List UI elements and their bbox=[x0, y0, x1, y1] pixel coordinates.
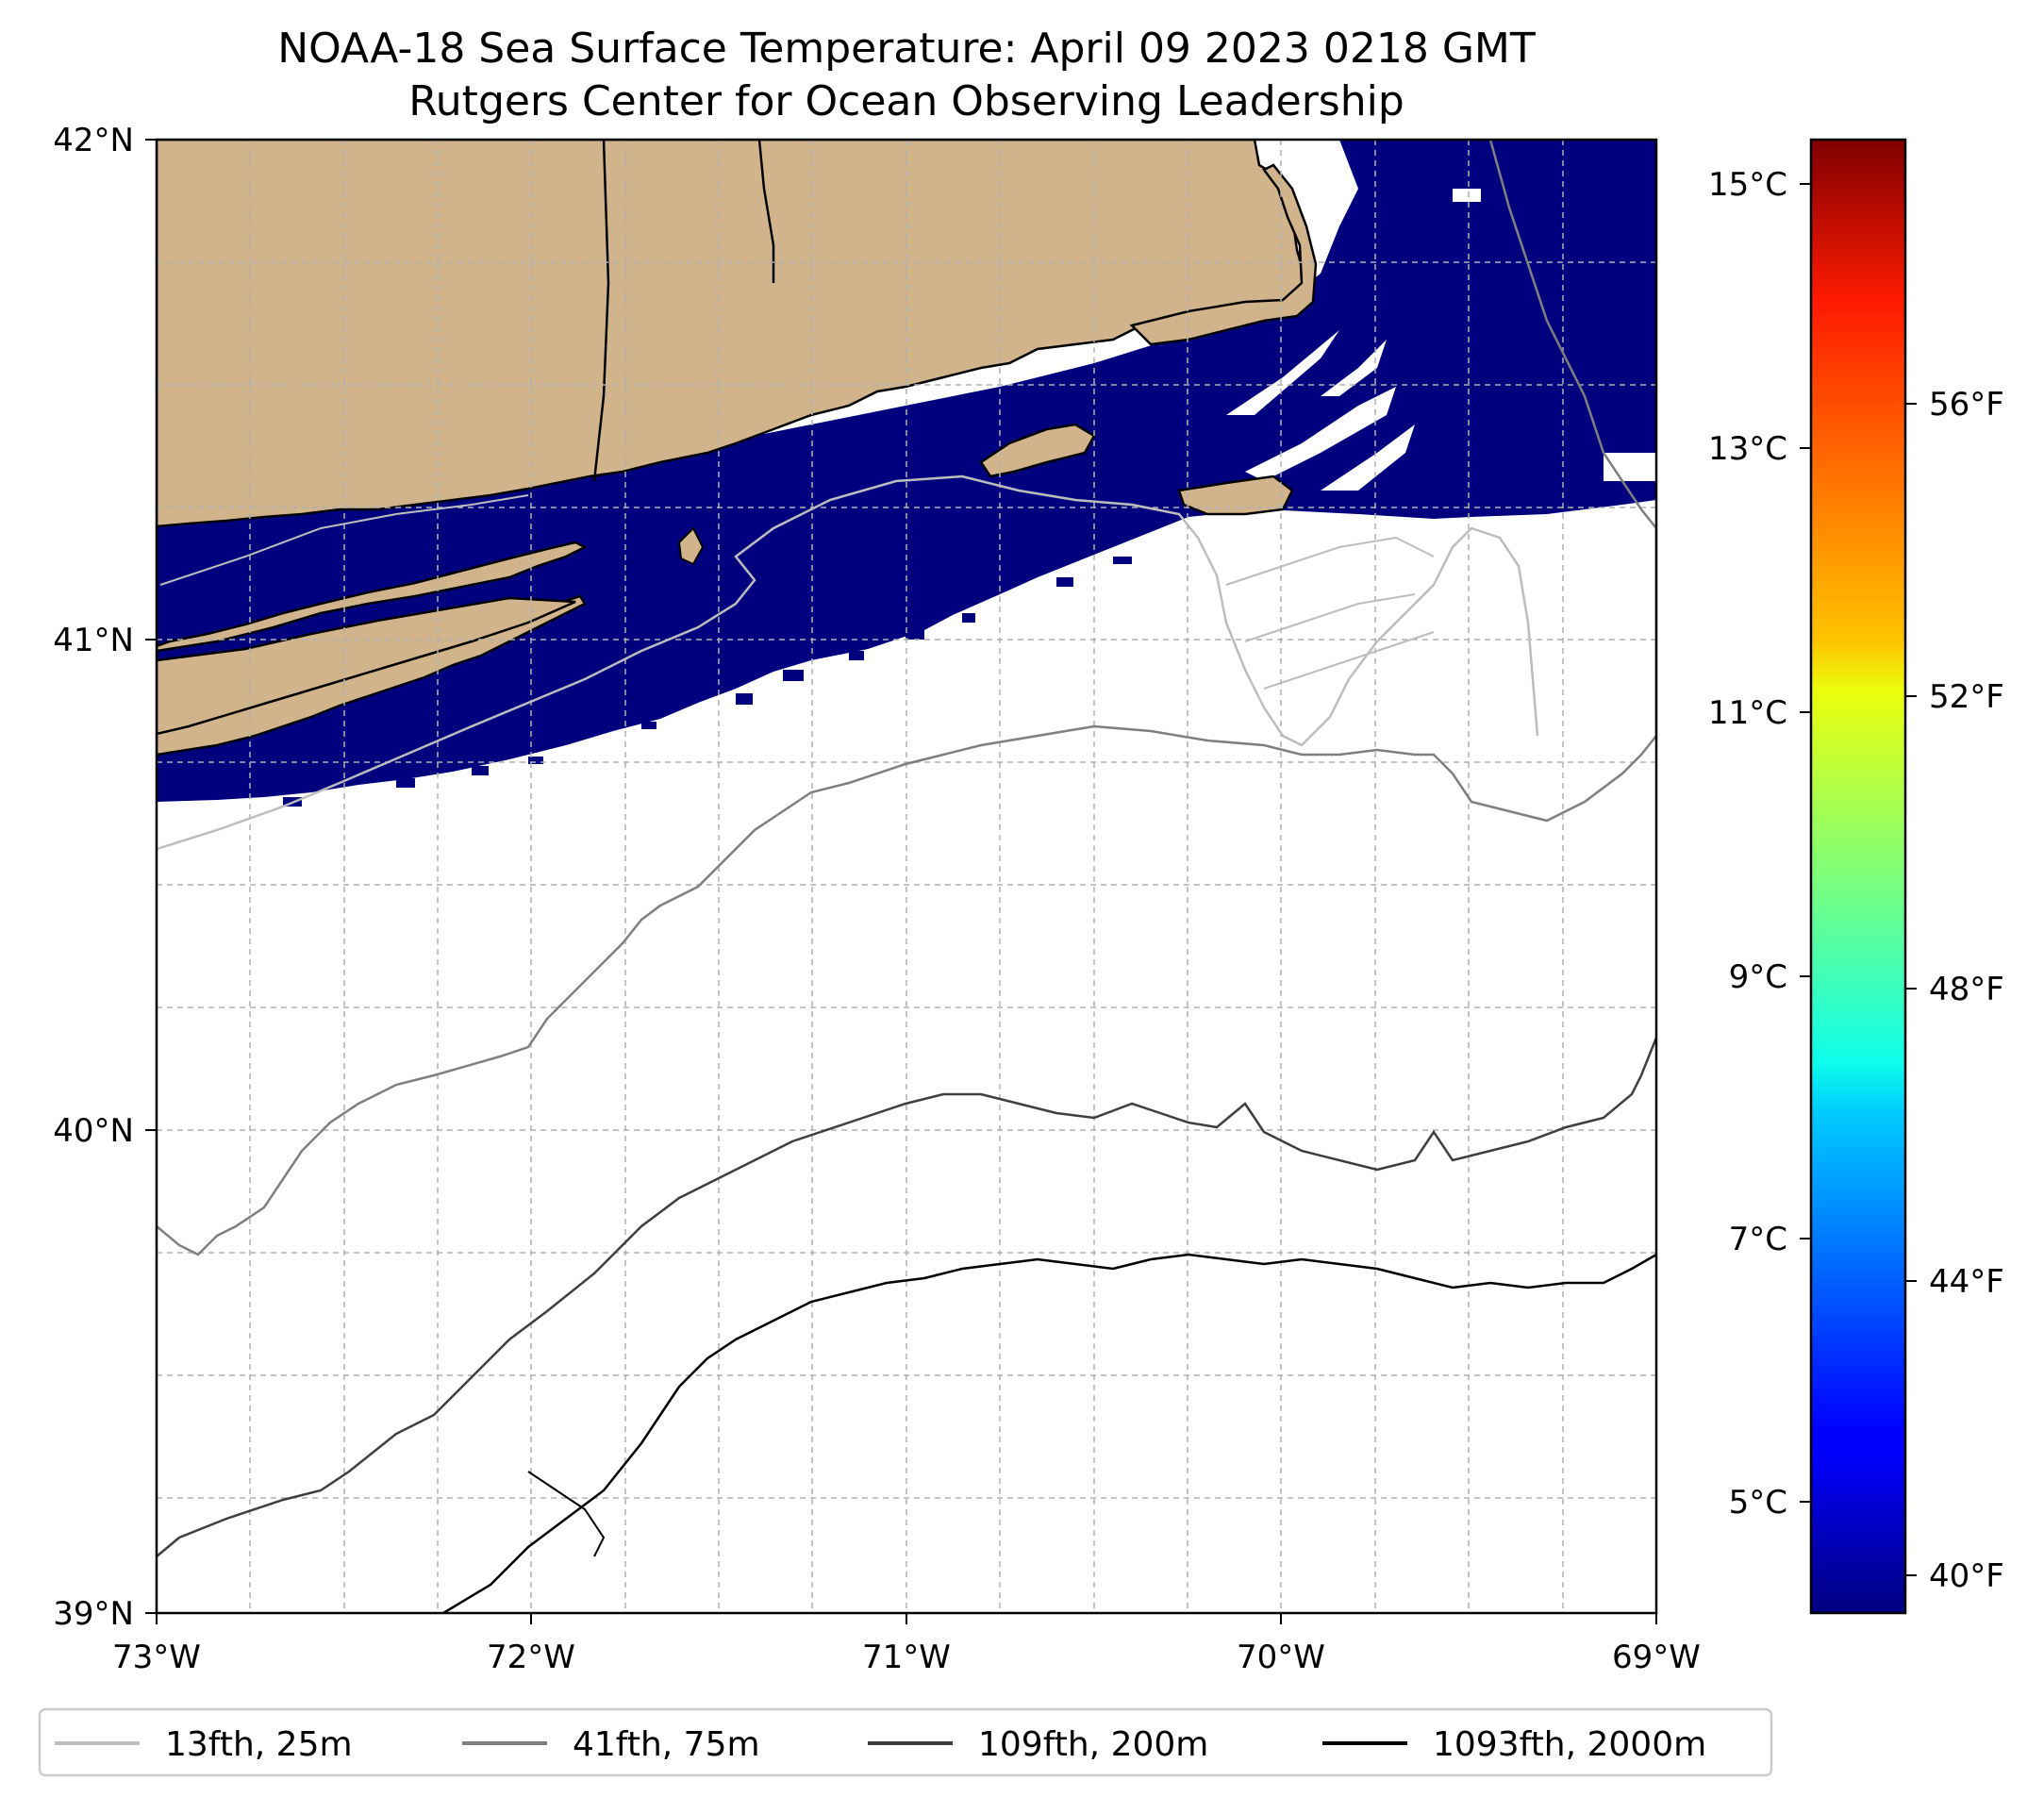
contour-75m bbox=[157, 140, 1656, 1256]
lon-tick-71w: 71°W bbox=[862, 1639, 951, 1676]
cbar-c-7: 7°C bbox=[1729, 1221, 1787, 1258]
land-cape-cod bbox=[1129, 163, 1318, 346]
lat-tick-41n: 41°N bbox=[53, 622, 134, 659]
cbar-c-11: 11°C bbox=[1708, 694, 1787, 732]
legend-label-2000m: 1093fth, 2000m bbox=[1433, 1725, 1706, 1764]
cbar-c-5: 5°C bbox=[1729, 1484, 1787, 1522]
legend: 13fth, 25m 41fth, 75m 109fth, 200m 1093f… bbox=[38, 1707, 1773, 1777]
cbar-c-9: 9°C bbox=[1729, 958, 1787, 996]
gridlines bbox=[157, 140, 1656, 1613]
title-line-2: Rutgers Center for Ocean Observing Leade… bbox=[408, 77, 1404, 125]
colorbar bbox=[1809, 138, 1907, 1615]
axis-tick-marks bbox=[145, 139, 1657, 1624]
lat-tick-42n: 42°N bbox=[53, 122, 134, 159]
lon-tick-69w: 69°W bbox=[1612, 1639, 1701, 1676]
lon-tick-70w: 70°W bbox=[1237, 1639, 1325, 1676]
land-marthas-vineyard bbox=[979, 423, 1096, 478]
legend-label-200m: 109fth, 200m bbox=[978, 1725, 1208, 1764]
cbar-f-44: 44°F bbox=[1929, 1263, 2004, 1301]
land-nantucket bbox=[1177, 474, 1294, 516]
title-line-1: NOAA-18 Sea Surface Temperature: April 0… bbox=[277, 25, 1536, 73]
lat-tick-40n: 40°N bbox=[53, 1112, 134, 1150]
cbar-f-52: 52°F bbox=[1929, 678, 2004, 716]
map-area bbox=[157, 140, 1656, 1613]
contour-2000m-canyon bbox=[527, 1471, 606, 1557]
cbar-c-13: 13°C bbox=[1708, 430, 1787, 468]
lon-tick-72w: 72°W bbox=[487, 1639, 575, 1676]
land-block-island bbox=[677, 526, 705, 566]
contour-25m-inner bbox=[159, 494, 1435, 690]
legend-label-25m: 13fth, 25m bbox=[165, 1725, 353, 1764]
legend-label-75m: 41fth, 75m bbox=[573, 1725, 760, 1764]
cbar-c-15: 15°C bbox=[1708, 166, 1787, 204]
contour-2000m bbox=[442, 1253, 1656, 1613]
contour-200m bbox=[157, 1037, 1656, 1557]
cbar-f-56: 56°F bbox=[1929, 386, 2004, 424]
cbar-f-40: 40°F bbox=[1929, 1557, 2004, 1595]
cbar-f-48: 48°F bbox=[1929, 971, 2004, 1008]
lat-tick-39n: 39°N bbox=[53, 1595, 134, 1633]
lon-tick-73w: 73°W bbox=[112, 1639, 201, 1676]
contour-25m bbox=[157, 474, 1539, 851]
colorbar-ticks bbox=[1800, 183, 1917, 1576]
state-borders bbox=[592, 140, 775, 482]
